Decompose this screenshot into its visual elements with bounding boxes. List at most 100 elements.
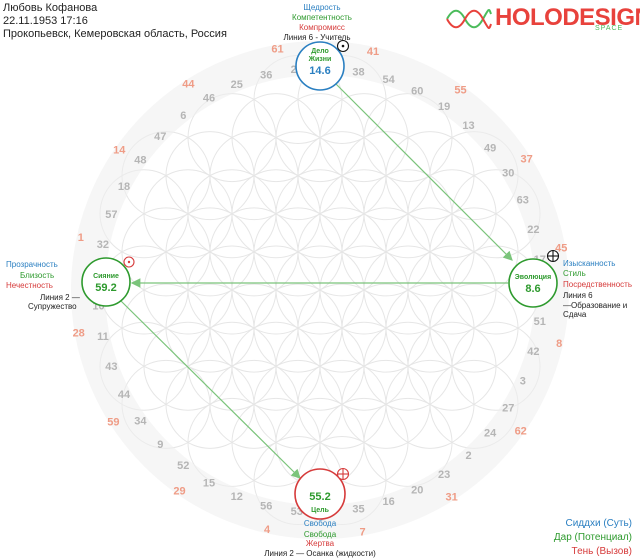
gene-key-number: 15 bbox=[203, 477, 215, 489]
sphere-radiance-value: 59.2 bbox=[95, 282, 116, 294]
radiance-line-2: Супружество bbox=[28, 302, 77, 311]
gene-key-number-ring: 5838546019134930632217215142327242232016… bbox=[73, 44, 568, 539]
sphere-life-work-value: 14.6 bbox=[309, 65, 330, 77]
life-work-line: Линия 6 - Учитель bbox=[283, 33, 350, 42]
purpose-shadow: Жертва bbox=[306, 539, 335, 548]
legend-gift: Дар (Потенциал) bbox=[553, 532, 632, 543]
gene-key-number: 42 bbox=[527, 346, 539, 358]
gene-key-number: 23 bbox=[438, 469, 450, 481]
sphere-evolution-value: 8.6 bbox=[525, 283, 540, 295]
sphere-radiance-circle[interactable] bbox=[81, 257, 131, 307]
dna-icon bbox=[446, 9, 492, 29]
gene-key-number-highlight: 44 bbox=[182, 78, 195, 90]
sun-icon bbox=[336, 39, 350, 53]
gene-key-number: 60 bbox=[411, 86, 423, 98]
arrow-lifework-to-evolution bbox=[329, 77, 513, 261]
gene-key-number: 38 bbox=[352, 66, 364, 78]
arrow-radiance-to-purpose bbox=[119, 299, 301, 479]
radiance-siddhi: Прозрачность bbox=[6, 260, 58, 269]
evolution-line-1: Линия 6 bbox=[563, 291, 593, 300]
gene-key-number: 25 bbox=[231, 79, 243, 91]
gene-key-number: 48 bbox=[134, 155, 146, 167]
gene-key-number: 43 bbox=[105, 361, 117, 373]
gene-key-number: 19 bbox=[438, 101, 450, 113]
evolution-gift: Стиль bbox=[563, 269, 586, 278]
sphere-life-work-title: Дело bbox=[311, 48, 329, 55]
logo-text: HOLODESIGN bbox=[495, 4, 640, 31]
gene-key-number: 20 bbox=[411, 485, 423, 497]
gene-key-number: 51 bbox=[534, 316, 546, 328]
life-work-shadow: Компромисс bbox=[299, 23, 345, 32]
gene-key-number: 12 bbox=[231, 491, 243, 503]
gene-key-number-highlight: 55 bbox=[454, 84, 466, 96]
flower-of-life-background bbox=[99, 54, 541, 526]
birth-place: Прокопьевск, Кемеровская область, Россия bbox=[3, 28, 227, 40]
sphere-life-work[interactable]: Дело Жизни 14.6 bbox=[295, 39, 350, 91]
gene-key-number-highlight: 29 bbox=[173, 486, 185, 498]
gene-key-number: 57 bbox=[105, 209, 117, 221]
purpose-gift: Свобода bbox=[304, 530, 337, 539]
birth-datetime: 22.11.1953 17:16 bbox=[3, 15, 88, 27]
logo-subtext: SPACE bbox=[595, 25, 624, 32]
sphere-radiance[interactable]: Сияние 59.2 bbox=[81, 256, 135, 307]
gene-key-number-highlight: 62 bbox=[515, 426, 527, 438]
gene-key-number: 47 bbox=[154, 131, 166, 143]
radiance-gift: Близость bbox=[20, 271, 54, 280]
legend-shadow: Тень (Вызов) bbox=[571, 546, 632, 557]
gene-key-number: 24 bbox=[484, 428, 497, 440]
sphere-evolution-title: Эволюция bbox=[515, 274, 551, 281]
sphere-life-work-title-2: Жизни bbox=[308, 56, 332, 63]
gene-key-number: 27 bbox=[502, 403, 514, 415]
life-work-siddhi: Щедрость bbox=[303, 3, 340, 12]
earth-icon bbox=[336, 467, 350, 481]
gene-key-number: 34 bbox=[134, 416, 147, 428]
gene-key-number: 52 bbox=[177, 460, 189, 472]
gene-key-number: 30 bbox=[502, 167, 514, 179]
gene-key-number: 63 bbox=[517, 195, 529, 207]
radiance-shadow: Нечестность bbox=[6, 281, 53, 290]
gene-key-number: 11 bbox=[97, 331, 109, 343]
gene-key-number: 16 bbox=[382, 496, 394, 508]
gene-key-number-highlight: 8 bbox=[556, 338, 562, 350]
gene-key-number-highlight: 59 bbox=[107, 417, 119, 429]
sphere-purpose-value: 55.2 bbox=[309, 491, 330, 503]
sphere-purpose-circle[interactable] bbox=[294, 468, 346, 520]
sun-icon bbox=[123, 256, 135, 268]
evolution-line-3: Сдача bbox=[563, 310, 587, 319]
evolution-siddhi: Изысканность bbox=[563, 259, 615, 268]
gene-key-number: 54 bbox=[382, 74, 395, 86]
gene-key-number: 13 bbox=[462, 120, 474, 132]
gene-key-number-highlight: 28 bbox=[73, 328, 85, 340]
evolution-shadow: Посредственность bbox=[563, 280, 632, 289]
radiance-line-1: Линия 2 — bbox=[40, 293, 80, 302]
gene-key-number-highlight: 41 bbox=[367, 46, 379, 58]
holodesign-logo[interactable]: HOLODESIGN SPACE bbox=[445, 4, 640, 32]
life-work-gift: Компетентность bbox=[292, 13, 352, 22]
gene-key-number: 35 bbox=[352, 504, 364, 516]
sphere-purpose[interactable]: 55.2 Цель bbox=[294, 467, 350, 520]
sphere-connections bbox=[119, 77, 513, 479]
gene-key-number: 18 bbox=[118, 181, 130, 193]
gene-key-number-highlight: 7 bbox=[359, 526, 365, 538]
gene-key-number: 46 bbox=[203, 93, 215, 105]
gene-key-number-highlight: 1 bbox=[78, 232, 84, 244]
gene-key-number: 2 bbox=[465, 450, 471, 462]
gene-key-number-highlight: 4 bbox=[264, 524, 271, 536]
gene-key-number: 22 bbox=[527, 224, 539, 236]
sphere-life-work-circle[interactable] bbox=[295, 41, 345, 91]
sphere-evolution-circle[interactable] bbox=[508, 258, 558, 308]
profile-name: Любовь Кофанова bbox=[3, 2, 98, 14]
gene-key-number: 3 bbox=[520, 375, 526, 387]
sphere-purpose-title: Цель bbox=[311, 507, 330, 514]
gene-key-number-highlight: 31 bbox=[445, 492, 457, 504]
gene-key-number: 56 bbox=[260, 500, 272, 512]
legend-siddhi: Сиддхи (Суть) bbox=[565, 518, 632, 529]
gene-key-number-highlight: 14 bbox=[113, 145, 126, 157]
gene-key-number: 32 bbox=[97, 239, 109, 251]
sphere-evolution[interactable]: Эволюция 8.6 bbox=[508, 249, 560, 308]
gene-key-number: 44 bbox=[118, 389, 131, 401]
purpose-line: Линия 2 — Осанка (жидкости) bbox=[264, 549, 376, 558]
purpose-siddhi: Свобода bbox=[304, 519, 337, 528]
evolution-line-2: —Образование и bbox=[563, 301, 627, 310]
